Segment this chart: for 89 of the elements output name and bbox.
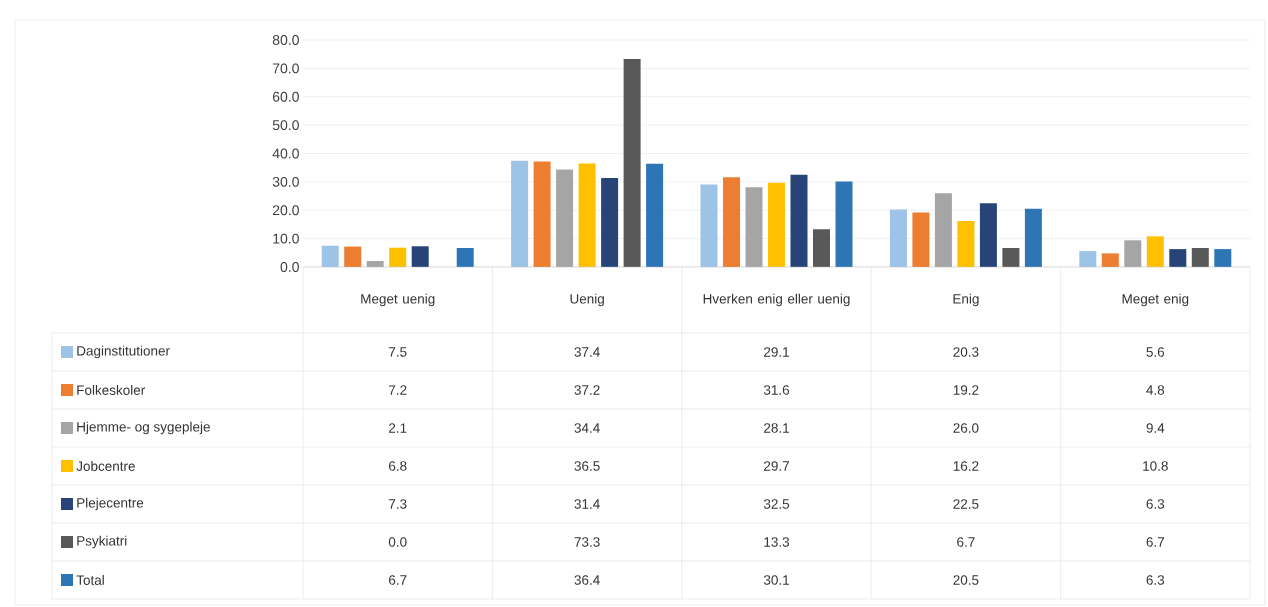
bar: [578, 163, 596, 267]
legend-label: Total: [76, 575, 104, 585]
data-label: 10.8: [1143, 461, 1168, 471]
data-label: 6.3: [1146, 499, 1165, 509]
bar: [511, 160, 529, 267]
data-label: 13.3: [764, 537, 790, 547]
data-label: 7.3: [389, 499, 407, 509]
bar: [934, 193, 952, 267]
data-label: 19.2: [953, 385, 979, 395]
y-tick-label: 20.0: [272, 205, 299, 216]
bar: [700, 184, 718, 267]
data-label: 32.5: [763, 499, 790, 509]
x-tick-label: Meget enig: [1122, 293, 1189, 307]
bar: [1214, 249, 1232, 267]
x-tick-label: Enig: [953, 293, 979, 307]
bar: [1002, 247, 1020, 267]
y-tick-label: 0.0: [280, 262, 299, 272]
data-label: 6.3: [1146, 575, 1165, 585]
data-label: 7.2: [389, 385, 407, 395]
bar: [601, 177, 619, 267]
legend-label: Psykiatri: [77, 535, 127, 549]
data-label: 29.7: [764, 461, 789, 471]
bar: [1169, 249, 1187, 267]
data-label: 16.2: [953, 461, 979, 471]
bar: [556, 169, 574, 267]
data-label: 26.0: [953, 423, 979, 433]
data-label: 37.2: [574, 385, 600, 395]
bar: [533, 161, 551, 267]
data-label: 30.1: [763, 575, 789, 585]
y-tick-label: 30.0: [272, 176, 299, 187]
y-tick-label: 50.0: [272, 120, 299, 131]
data-label: 22.5: [953, 499, 979, 509]
data-label: 36.4: [574, 575, 600, 585]
bar: [411, 246, 429, 267]
data-label: 5.6: [1146, 347, 1165, 357]
data-label: 6.7: [1146, 537, 1165, 547]
bar: [389, 247, 407, 267]
bar: [623, 59, 641, 267]
data-label: 31.6: [763, 385, 790, 395]
bar: [813, 229, 831, 267]
legend-label: Hjemme- og sygepleje: [77, 421, 210, 435]
data-label: 9.4: [1146, 423, 1165, 433]
data-label: 73.3: [574, 537, 600, 547]
bar: [979, 203, 997, 267]
data-label: 6.7: [957, 537, 975, 547]
data-label: 6.8: [389, 461, 407, 471]
x-tick-label: Meget uenig: [361, 293, 435, 307]
bar: [1101, 253, 1119, 267]
bar: [745, 187, 763, 267]
bar: [1124, 240, 1142, 267]
bar: [646, 163, 664, 267]
legend-label: Daginstitutioner: [77, 345, 170, 359]
legend-label: Jobcentre: [76, 461, 135, 471]
data-label: 28.1: [764, 423, 789, 433]
y-tick-label: 40.0: [272, 148, 299, 159]
bar: [456, 247, 474, 267]
y-tick-label: 80.0: [272, 35, 299, 45]
bar: [321, 245, 339, 267]
bar: [957, 221, 975, 267]
bar: [1191, 247, 1209, 267]
y-tick-label: 70.0: [272, 63, 299, 74]
bar: [768, 182, 786, 267]
data-label: 7.5: [389, 347, 407, 357]
data-label: 4.8: [1146, 385, 1165, 395]
data-label: 29.1: [764, 347, 789, 357]
y-tick-label: 60.0: [272, 91, 299, 102]
bar: [912, 212, 930, 267]
data-label: 31.4: [574, 499, 600, 509]
data-label: 0.0: [388, 537, 407, 547]
data-label: 36.5: [574, 461, 600, 471]
legend-label: Plejecentre: [77, 497, 144, 511]
bar: [790, 174, 808, 267]
legend-label: Folkeskoler: [77, 385, 145, 395]
bar: [723, 177, 741, 267]
data-label: 20.5: [953, 575, 979, 585]
bar: [835, 181, 853, 267]
data-label: 2.1: [389, 423, 407, 433]
bar: [889, 209, 907, 267]
bar: [1146, 236, 1164, 267]
bar: [1024, 208, 1042, 267]
data-label: 34.4: [574, 423, 600, 433]
x-tick-label: Hverken enig eller uenig: [703, 293, 850, 307]
y-tick-label: 10.0: [273, 233, 299, 244]
bar: [344, 246, 362, 267]
bar: [1079, 251, 1097, 267]
data-label: 6.7: [389, 575, 407, 585]
x-tick-label: Uenig: [570, 293, 604, 307]
data-label: 20.3: [953, 347, 979, 357]
data-label: 37.4: [574, 347, 600, 357]
